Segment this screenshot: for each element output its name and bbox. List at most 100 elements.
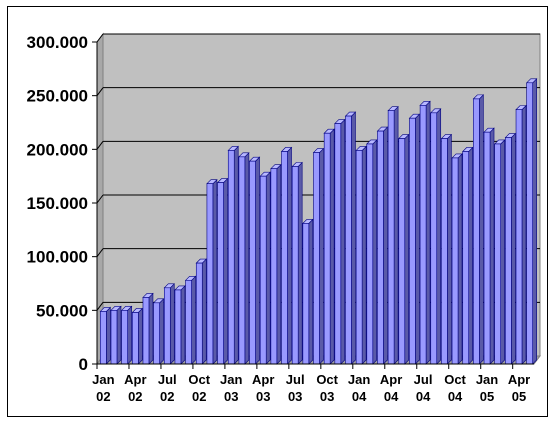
bar	[238, 152, 250, 365]
bar-front	[323, 132, 331, 365]
bar-front	[313, 152, 320, 365]
bar-front	[483, 131, 491, 365]
bar-side	[191, 275, 196, 365]
bar	[472, 94, 485, 365]
bar	[163, 283, 175, 365]
x-tick-label-year: 03	[224, 389, 238, 404]
bar-front	[515, 109, 523, 365]
bar-front	[132, 312, 139, 365]
bar-side	[415, 113, 420, 365]
x-tick-label-month: Apr	[124, 372, 146, 387]
bar	[334, 118, 346, 365]
y-axis-tick-labels: 0 50.000 100.000 150.000 200.000 250.000 300.0…	[27, 33, 88, 374]
bar-front	[302, 223, 310, 365]
x-tick-label-year: 04	[448, 389, 463, 404]
y-tick-label: 200.000	[27, 140, 88, 159]
bar-front	[494, 143, 501, 365]
bar	[131, 307, 144, 365]
x-tick-label-year: 04	[416, 389, 431, 404]
bar-front	[270, 168, 278, 365]
bar-side	[244, 152, 250, 365]
gridline-side	[96, 87, 104, 96]
bar-front	[249, 160, 256, 365]
bar-front	[153, 302, 160, 365]
bar-side	[447, 133, 452, 365]
bar-side	[404, 133, 410, 365]
bar	[398, 133, 410, 365]
x-tick-label-year: 05	[512, 389, 526, 404]
bar	[504, 132, 517, 365]
bar-side	[297, 161, 303, 365]
bar	[312, 147, 325, 365]
bar-front	[473, 98, 480, 365]
bar	[206, 178, 218, 365]
bar-side	[361, 145, 367, 365]
bar	[259, 171, 271, 365]
bar	[366, 139, 378, 365]
bar-front	[206, 183, 214, 365]
bar-front	[345, 115, 352, 365]
x-tick-label-year: 04	[352, 389, 367, 404]
bar-side	[276, 163, 282, 365]
bar-side	[159, 298, 164, 365]
x-tick-label-month: Jan	[92, 372, 114, 387]
bar-side	[201, 258, 207, 365]
bar-front	[281, 151, 288, 365]
bar-front	[366, 143, 374, 365]
bar-side	[479, 94, 484, 365]
bar-side	[457, 153, 463, 365]
x-tick-label-year: 02	[192, 389, 206, 404]
bar-side	[393, 105, 399, 365]
bar-side	[148, 292, 154, 365]
x-tick-label-month: Jan	[476, 372, 498, 387]
y-tick-label: 50.000	[36, 301, 88, 320]
bar	[174, 285, 186, 365]
x-tick-label-month: Jan	[220, 372, 242, 387]
bar	[120, 305, 133, 365]
bar-side	[511, 132, 516, 365]
x-tick-label-month: Jul	[286, 372, 305, 387]
x-tick-label-year: 03	[320, 389, 334, 404]
bar	[440, 133, 453, 365]
bar	[483, 127, 495, 365]
bar-front	[195, 262, 203, 365]
bar	[184, 275, 197, 365]
bar	[408, 113, 421, 365]
bar-front	[174, 289, 182, 365]
bar-front	[238, 156, 246, 365]
x-tick-label-year: 02	[96, 389, 110, 404]
bar-side	[532, 78, 537, 365]
bar-front	[462, 151, 470, 365]
y-tick-label: 300.000	[27, 33, 88, 52]
bar-side	[137, 307, 143, 365]
bar	[525, 78, 538, 365]
gridline-side	[96, 248, 104, 257]
bar-side	[180, 285, 186, 365]
gridline-side	[96, 194, 104, 204]
bar-side	[223, 177, 228, 365]
x-tick-label-month: Oct	[188, 372, 210, 387]
axes	[92, 41, 534, 369]
bar-front	[387, 110, 395, 365]
bar-front	[100, 311, 107, 365]
bar-front	[409, 117, 416, 365]
bar	[376, 126, 389, 365]
y-tick-label: 100.000	[27, 248, 88, 267]
bar-front	[430, 112, 438, 365]
bar-front	[451, 157, 459, 365]
bar-front	[291, 166, 299, 365]
bar	[302, 218, 314, 365]
bar	[430, 108, 442, 365]
bar-front	[142, 297, 150, 365]
bar-side	[500, 139, 505, 365]
bar-side	[383, 126, 388, 365]
bar-side	[127, 305, 132, 365]
x-axis-tick-labels: Jan 02 Apr 02 Jul 02 Oct 02 Jan 03 Apr 03 Jul 03 Oct 03…	[92, 372, 530, 404]
bar-front	[217, 182, 224, 365]
bar-front	[185, 279, 192, 365]
bar-front	[259, 175, 267, 365]
bar	[451, 153, 463, 365]
bar-front	[441, 138, 448, 365]
x-tick-label-month: Jan	[348, 372, 370, 387]
y-tick-label: 250.000	[27, 87, 88, 106]
